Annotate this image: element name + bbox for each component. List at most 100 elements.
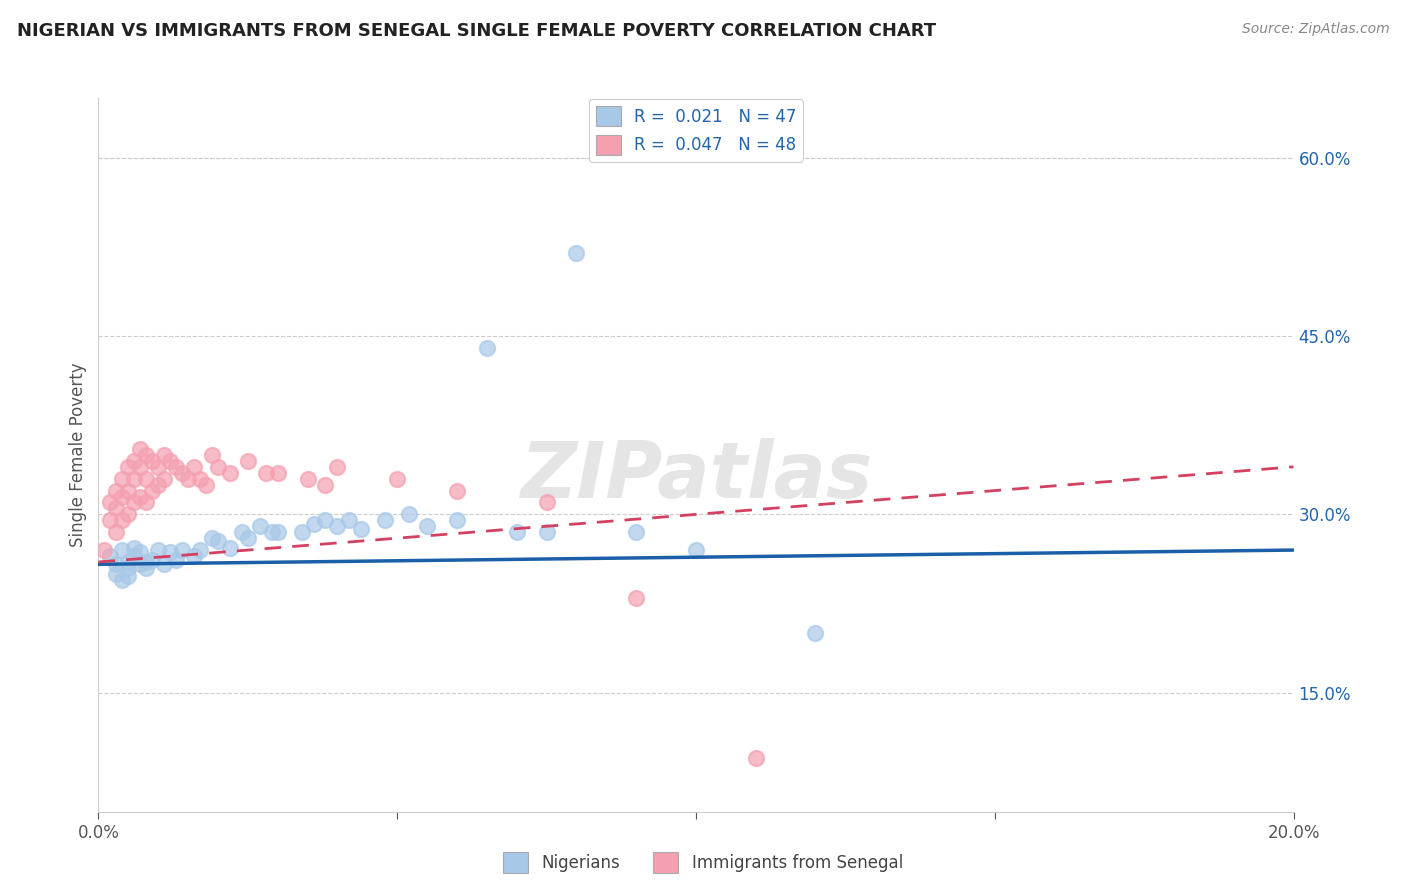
Point [111, 573, 134, 587]
Point [159, 545, 181, 559]
Point [207, 533, 229, 548]
Point [446, 483, 468, 498]
Point [117, 555, 139, 569]
Point [536, 525, 558, 540]
Point [148, 459, 170, 474]
Point [326, 519, 349, 533]
Point [188, 472, 211, 486]
Point [291, 525, 314, 540]
Point [153, 448, 176, 462]
Legend: R =  0.021   N = 47, R =  0.047   N = 48: R = 0.021 N = 47, R = 0.047 N = 48 [589, 99, 803, 161]
Point [219, 541, 242, 555]
Point [135, 561, 157, 575]
Point [135, 495, 157, 509]
Point [446, 513, 468, 527]
Point [111, 513, 134, 527]
Point [105, 483, 128, 498]
Point [129, 558, 152, 572]
Point [207, 459, 229, 474]
Point [236, 531, 259, 545]
Point [201, 448, 224, 462]
Point [148, 543, 170, 558]
Point [93, 543, 115, 558]
Point [135, 555, 157, 569]
Point [124, 472, 146, 486]
Point [315, 513, 337, 527]
Point [350, 522, 373, 536]
Point [98, 513, 122, 527]
Point [111, 490, 134, 504]
Point [231, 525, 253, 540]
Point [159, 454, 181, 468]
Point [98, 495, 122, 509]
Point [177, 472, 200, 486]
Point [416, 519, 439, 533]
Point [685, 543, 707, 558]
Point [374, 513, 396, 527]
Text: Source: ZipAtlas.com: Source: ZipAtlas.com [1241, 22, 1389, 37]
Text: NIGERIAN VS IMMIGRANTS FROM SENEGAL SINGLE FEMALE POVERTY CORRELATION CHART: NIGERIAN VS IMMIGRANTS FROM SENEGAL SING… [17, 22, 936, 40]
Point [117, 569, 139, 583]
Text: ZIPatlas: ZIPatlas [520, 438, 872, 515]
Y-axis label: Single Female Poverty: Single Female Poverty [69, 363, 87, 547]
Point [302, 516, 325, 531]
Point [260, 525, 283, 540]
Point [201, 531, 224, 545]
Point [148, 477, 170, 491]
Legend: Nigerians, Immigrants from Senegal: Nigerians, Immigrants from Senegal [496, 846, 910, 880]
Point [124, 549, 146, 563]
Point [129, 545, 152, 559]
Point [475, 341, 498, 355]
Point [117, 459, 139, 474]
Point [105, 525, 128, 540]
Point [141, 454, 163, 468]
Point [626, 525, 648, 540]
Point [129, 490, 152, 504]
Point [124, 541, 146, 555]
Point [219, 466, 242, 480]
Point [183, 459, 205, 474]
Point [236, 454, 259, 468]
Point [326, 459, 349, 474]
Point [195, 477, 218, 491]
Point [124, 454, 146, 468]
Point [183, 549, 205, 563]
Point [172, 543, 194, 558]
Point [339, 513, 361, 527]
Point [129, 442, 152, 456]
Point [188, 543, 211, 558]
Point [135, 448, 157, 462]
Point [153, 558, 176, 572]
Point [135, 472, 157, 486]
Point [98, 549, 122, 563]
Point [267, 466, 290, 480]
Point [105, 566, 128, 581]
Point [626, 591, 648, 605]
Point [105, 501, 128, 516]
Point [111, 472, 134, 486]
Point [117, 508, 139, 522]
Point [141, 552, 163, 566]
Point [254, 466, 277, 480]
Point [745, 751, 768, 765]
Point [117, 483, 139, 498]
Point [536, 495, 558, 509]
Point [565, 245, 588, 260]
Point [267, 525, 290, 540]
Point [506, 525, 529, 540]
Point [129, 459, 152, 474]
Point [124, 495, 146, 509]
Point [297, 472, 319, 486]
Point [172, 466, 194, 480]
Point [249, 519, 271, 533]
Point [141, 483, 163, 498]
Point [385, 472, 409, 486]
Point [165, 552, 187, 566]
Point [111, 543, 134, 558]
Point [117, 561, 139, 575]
Point [315, 477, 337, 491]
Point [804, 626, 827, 640]
Point [105, 558, 128, 572]
Point [165, 459, 187, 474]
Point [153, 472, 176, 486]
